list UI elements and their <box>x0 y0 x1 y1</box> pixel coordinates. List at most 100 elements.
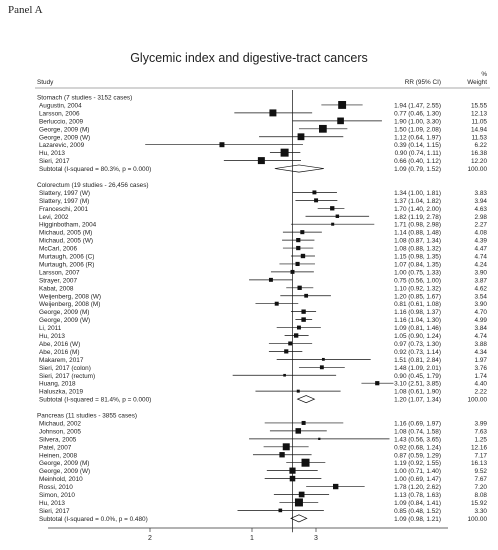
study-rr-ci: 0.92 (0.73, 1.14) <box>394 349 441 356</box>
study-rr-ci: 1.82 (1.19, 2.78) <box>394 214 441 221</box>
study-weight: 7.20 <box>475 484 488 491</box>
study-rr-ci: 0.97 (0.73, 1.30) <box>394 341 441 348</box>
study-rr-ci: 1.90 (1.00, 3.30) <box>394 118 441 125</box>
point-estimate-square <box>301 420 306 425</box>
study-rr-ci: 1.08 (0.61, 1.90) <box>394 389 441 396</box>
study-label: Li, 2011 <box>39 325 62 332</box>
study-label: Silvera, 2005 <box>39 436 77 443</box>
study-rr-ci: 0.87 (0.59, 1.29) <box>394 452 441 459</box>
study-weight: 3.30 <box>475 508 488 515</box>
study-weight: 15.55 <box>471 102 487 109</box>
study-rr-ci: 1.00 (0.69, 1.47) <box>394 476 441 483</box>
point-estimate-square <box>293 333 299 338</box>
point-estimate-square <box>297 133 305 141</box>
study-weight: 3.83 <box>475 190 488 197</box>
study-rr-ci: 1.15 (0.98, 1.35) <box>394 254 441 261</box>
study-rr-ci: 1.08 (0.74, 1.58) <box>394 428 441 435</box>
study-rr-ci: 1.00 (0.71, 1.40) <box>394 468 441 475</box>
point-estimate-square <box>300 253 306 259</box>
study-label: Makarem, 2017 <box>39 357 84 364</box>
study-label: Weijenberg, 2008 (W) <box>39 293 101 300</box>
point-estimate-square <box>283 373 286 377</box>
study-rr-ci: 1.19 (0.92, 1.55) <box>394 460 441 467</box>
study-weight: 2.22 <box>475 389 488 396</box>
study-weight: 1.25 <box>475 436 488 443</box>
subtotal-weight: 100.00 <box>467 166 487 173</box>
study-weight: 3.54 <box>475 293 488 300</box>
point-estimate-square <box>296 238 301 243</box>
point-estimate-square <box>268 277 273 282</box>
study-weight: 1.74 <box>475 373 488 380</box>
study-weight: 11.05 <box>471 118 487 125</box>
study-label: Heinen, 2008 <box>39 452 77 459</box>
study-weight: 15.92 <box>471 500 487 507</box>
point-estimate-square <box>282 443 290 451</box>
study-weight: 7.17 <box>475 452 488 459</box>
point-estimate-square <box>297 285 302 290</box>
subtotal-label: Subtotal (I-squared = 0.0%, p = 0.480) <box>39 516 148 523</box>
point-estimate-square <box>330 206 335 211</box>
study-rr-ci: 1.78 (1.20, 2.62) <box>394 484 441 491</box>
study-weight: 3.88 <box>475 341 488 348</box>
point-estimate-square <box>314 198 319 203</box>
point-estimate-square <box>269 109 277 117</box>
study-weight: 4.08 <box>475 230 488 237</box>
study-rr-ci: 1.48 (1.09, 2.01) <box>394 365 441 372</box>
study-rr-ci: 1.12 (0.64, 1.97) <box>394 134 441 141</box>
study-label: Sieri, 2017 <box>39 158 70 165</box>
study-weight: 14.94 <box>471 126 487 133</box>
study-rr-ci: 1.13 (0.78, 1.63) <box>394 492 441 499</box>
study-rr-ci: 1.94 (1.47, 2.55) <box>394 102 441 109</box>
study-label: Augustin, 2004 <box>39 102 82 109</box>
study-weight: 4.47 <box>475 246 488 253</box>
study-label: Sieri, 2017 <box>39 508 70 515</box>
study-label: Haluszka, 2019 <box>39 389 83 396</box>
point-estimate-square <box>296 325 301 330</box>
study-rr-ci: 0.92 (0.68, 1.24) <box>394 444 441 451</box>
study-rr-ci: 1.05 (0.90, 1.24) <box>394 333 441 340</box>
study-weight: 2.98 <box>475 214 488 221</box>
study-weight: 4.70 <box>475 309 488 316</box>
study-label: Meinhold, 2010 <box>39 476 83 483</box>
study-rr-ci: 1.14 (0.88, 1.48) <box>394 230 441 237</box>
study-rr-ci: 1.07 (0.84, 1.35) <box>394 261 441 268</box>
study-label: George, 2009 (M) <box>39 126 89 133</box>
chart-title: Glycemic index and digestive-tract cance… <box>130 51 368 65</box>
study-weight: 4.74 <box>475 254 488 261</box>
study-weight: 3.90 <box>475 301 488 308</box>
study-weight: 4.99 <box>475 317 488 324</box>
subtotal-rr-ci: 1.09 (0.79, 1.52) <box>394 166 441 173</box>
study-label: Lazarevic, 2009 <box>39 142 85 149</box>
study-label: McCarl, 2006 <box>39 246 77 253</box>
study-label: George, 2009 (M) <box>39 460 89 467</box>
study-label: Michaud, 2005 (M) <box>39 230 92 237</box>
study-weight: 11.53 <box>471 134 487 141</box>
group-header: Colorectum (19 studies - 26,456 cases) <box>37 182 149 189</box>
column-header-study: Study <box>37 79 54 86</box>
point-estimate-square <box>284 349 289 354</box>
point-estimate-square <box>301 458 310 467</box>
column-header-percent: % <box>481 71 487 78</box>
study-label: George, 2009 (W) <box>39 317 90 324</box>
study-label: Abe, 2016 (W) <box>39 341 80 348</box>
panel-label: Panel A <box>8 4 43 16</box>
study-weight: 3.87 <box>475 277 488 284</box>
study-label: Higginbotham, 2004 <box>39 222 97 229</box>
study-weight: 4.40 <box>475 381 488 388</box>
study-weight: 3.76 <box>475 365 488 372</box>
study-label: George, 2009 (M) <box>39 309 89 316</box>
study-rr-ci: 1.71 (0.98, 2.98) <box>394 222 441 229</box>
study-rr-ci: 0.75 (0.56, 1.00) <box>394 277 441 284</box>
study-rr-ci: 1.34 (1.00, 1.81) <box>394 190 441 197</box>
study-rr-ci: 1.50 (1.09, 2.08) <box>394 126 441 133</box>
study-label: Hu, 2013 <box>39 150 65 157</box>
study-rr-ci: 1.09 (0.84, 1.41) <box>394 500 441 507</box>
study-weight: 12.13 <box>471 110 487 117</box>
study-rr-ci: 0.90 (0.74, 1.11) <box>395 150 441 157</box>
study-label: Slattery, 1997 (W) <box>39 190 90 197</box>
study-rr-ci: 0.81 (0.61, 1.08) <box>394 301 441 308</box>
x-tick-label: 3 <box>314 535 318 542</box>
study-weight: 3.84 <box>475 325 488 332</box>
study-weight: 12.16 <box>471 444 487 451</box>
point-estimate-square <box>296 389 300 393</box>
